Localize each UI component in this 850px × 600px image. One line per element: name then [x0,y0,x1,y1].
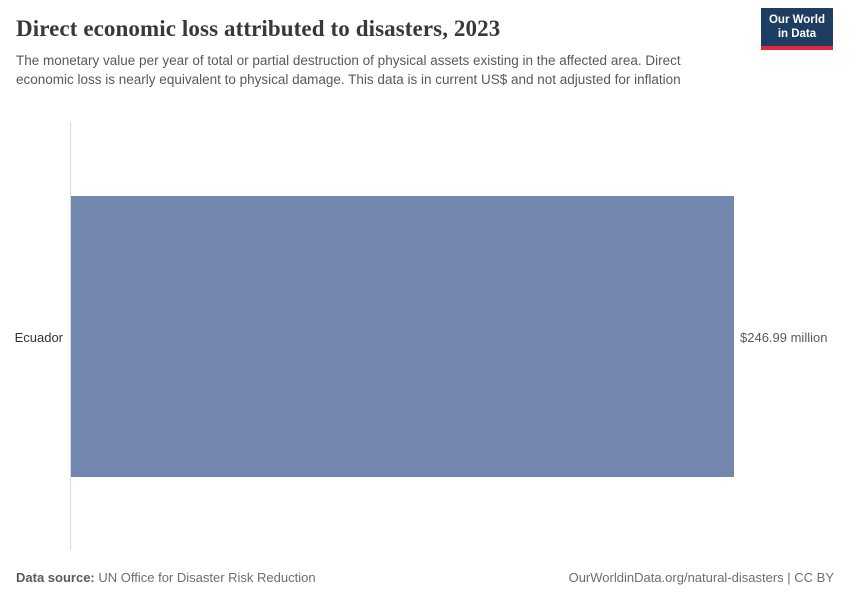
bar-value-label: $246.99 million [740,330,828,345]
owid-logo-line2: in Data [777,28,817,41]
data-source: Data source: UN Office for Disaster Risk… [16,570,316,585]
footer: Data source: UN Office for Disaster Risk… [16,570,834,585]
y-axis-line [70,122,71,550]
attribution: OurWorldinData.org/natural-disasters | C… [568,570,834,585]
data-source-label: Data source: [16,570,95,585]
data-source-value: UN Office for Disaster Risk Reduction [94,570,316,585]
owid-logo-line1: Our World [768,14,825,26]
owid-logo: Our World in Data [760,8,833,50]
bar-track [71,196,734,477]
bar-ecuador [71,196,734,477]
chart-title: Direct economic loss attributed to disas… [16,16,501,41]
chart-subtitle: The monetary value per year of total or … [16,53,681,87]
category-label-ecuador: Ecuador [14,330,63,345]
